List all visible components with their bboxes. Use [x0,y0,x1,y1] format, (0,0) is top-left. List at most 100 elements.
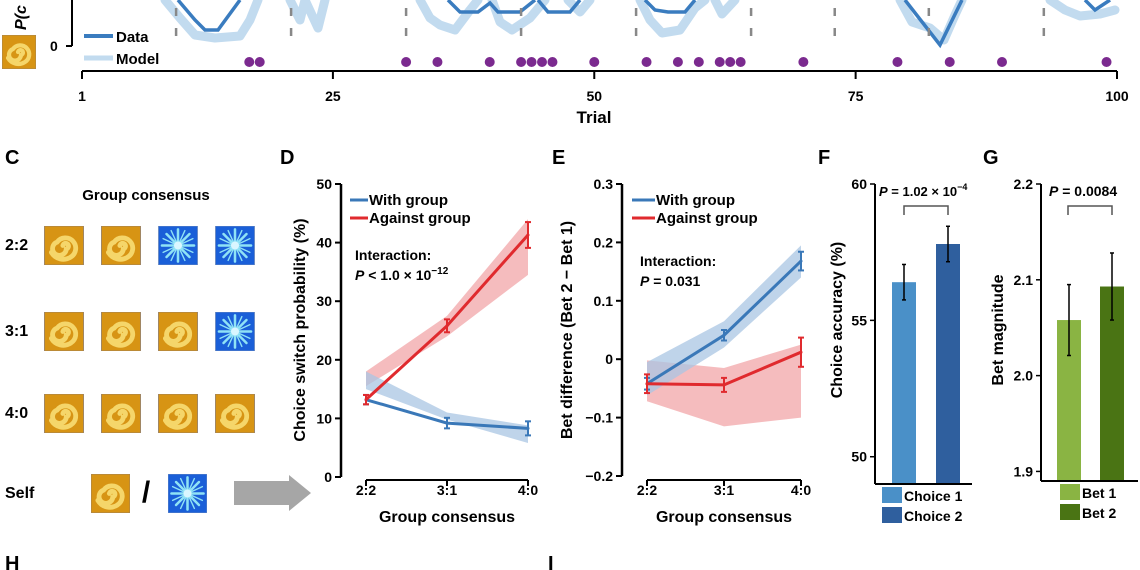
spiral-stimulus-icon [45,226,84,265]
event-dot [798,57,809,67]
legend: With group Against group [632,192,758,227]
spiral-stimulus-icon [216,394,255,433]
y-tick-label: 60 [851,176,867,192]
y-tick-label: 0.1 [594,293,614,309]
interaction-label: Interaction: [355,247,431,263]
y-tick-label: 50 [316,176,332,192]
reversal-markers [174,8,1046,47]
model-line-segment [1045,0,1120,21]
y-tick-label: 30 [316,293,332,309]
x-ticks: 1 25 50 75 100 [78,71,1129,104]
snowflake-stimulus-icon [215,312,255,351]
legend-data-label: Data [116,29,149,46]
legend-model-label: Model [116,51,159,68]
x-tick-label: 2:2 [356,482,376,498]
data-point [799,350,803,354]
interaction-label: Interaction: [640,253,716,269]
significance-p-value: P = 0.0084 [1049,183,1117,199]
significance-bracket [1067,205,1113,215]
legend-label: Bet 2 [1082,505,1116,521]
x-tick-label: 1 [78,88,86,104]
arrow-right-icon [234,475,311,511]
data-line-segment [643,0,697,14]
y-tick-label: −0.2 [585,468,613,484]
self-label: Self [5,485,35,502]
event-dot [944,57,955,67]
snowflake-stimulus-icon [158,226,198,265]
x-tick-label: 25 [325,88,341,104]
legend-label: Choice 2 [904,508,963,524]
x-axis-label: Trial [577,108,612,127]
data-point [445,421,449,425]
event-dot [589,57,600,67]
event-dot [547,57,558,67]
interaction-p-value: P = 0.031 [640,273,701,289]
y-axis-label: Choice switch probability (%) [292,218,309,441]
y-tick-label: −0.1 [585,410,613,426]
x-tick-label: 3:1 [714,482,734,498]
event-dot [484,57,495,67]
spiral-stimulus-icon [102,312,141,351]
data-point [526,426,530,430]
legend-with-group-label: With group [656,192,735,209]
panel-label-e: E [552,147,565,169]
self-snowflake-icon [168,474,207,513]
x-tick-label: 100 [1105,88,1129,104]
event-dot [725,57,736,67]
y-tick-label: 40 [316,235,332,251]
event-dot [735,57,746,67]
data-line-segment [176,0,242,32]
y-tick-label: 2.1 [1014,272,1034,288]
y-tick-label: 0 [50,38,58,54]
event-dot [693,57,704,67]
data-point [445,324,449,328]
data-point [645,382,649,386]
x-tick-label: 75 [848,88,864,104]
y-tick-label: 0 [605,351,613,367]
event-dot [254,57,265,67]
x-tick-label: 50 [586,88,602,104]
legend: Data Model [84,29,159,68]
legend-against-group-label: Against group [656,210,758,227]
panel-label-i: I [548,553,554,570]
significance-bracket [903,205,949,215]
panel-e-bet-difference-chart: E −0.2 −0.1 0 0.1 0.2 0.3 2:2 3:1 4:0 Bet differ… [552,147,811,526]
data-line-segment [536,0,582,14]
bar-choice-2 [936,244,960,484]
event-dot [401,57,412,67]
data-point [722,383,726,387]
spiral-stimulus-icon [159,394,198,433]
model-line-segment [563,0,595,17]
y-tick-label: 2.2 [1014,176,1034,192]
y-tick-label: 2.0 [1014,368,1034,384]
interaction-p-value: P < 1.0 × 10−12 [355,266,449,283]
y-tick-label: 0.3 [594,176,614,192]
event-dot [244,57,255,67]
consensus-rows: 2:2 3:1 4:0 [5,226,255,433]
y-axis-label: P(c [13,5,30,30]
data-point [364,398,368,402]
panel-d-switch-probability-chart: D 0 10 20 30 40 50 2:2 3:1 4:0 Choice switch pro… [280,147,538,526]
y-tick-label: 1.9 [1014,463,1034,479]
y-axis-label: Bet difference (Bet 2 − Bet 1) [559,221,576,439]
data-point [526,233,530,237]
y-tick-label: 55 [851,312,867,328]
legend-label: Choice 1 [904,488,963,504]
panel-label-g: G [983,147,999,169]
data-line-segment [903,0,964,49]
spiral-stimulus-icon [45,312,84,351]
x-tick-label: 4:0 [791,482,811,498]
panel-label-d: D [280,147,294,169]
spiral-stimulus-icon [102,226,141,265]
event-dot [997,57,1007,67]
model-line [160,0,1120,45]
model-line-segment [160,0,263,43]
spiral-stimulus-icon [102,394,141,433]
significance-p-value: P = 1.02 × 10−4 [879,182,967,199]
panel-label-c: C [5,147,19,169]
model-line-segment [635,0,740,38]
trial-timeline-chart: 0 P(c Data Model 1 25 50 75 100 Trial [2,0,1129,127]
group-consensus-title: Group consensus [82,187,210,204]
y-tick-label: 0 [324,469,332,485]
